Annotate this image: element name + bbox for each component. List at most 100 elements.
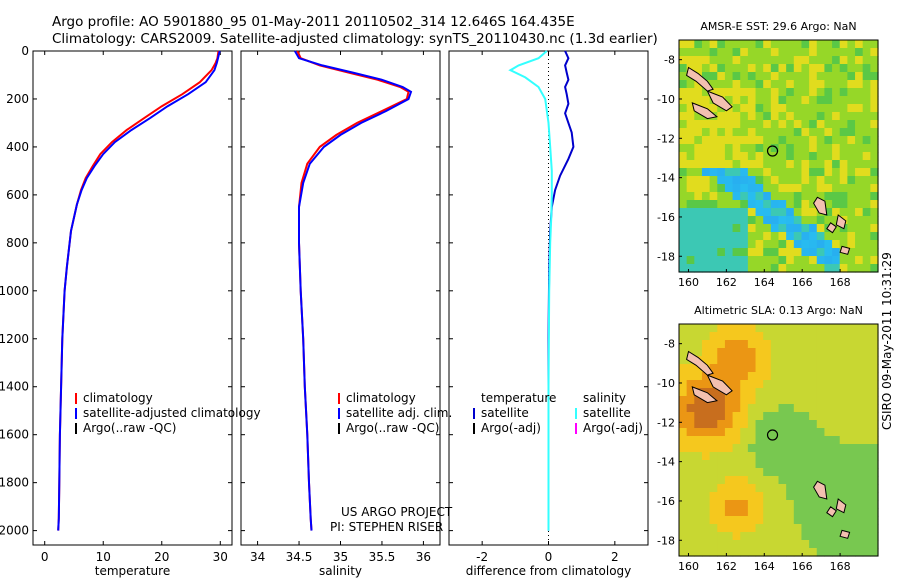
map-cell [778,168,787,177]
map-cell [778,176,787,185]
map-cell [839,356,848,365]
map-cell [816,56,826,65]
map-cell [855,240,864,249]
map-cell [755,484,764,493]
legend-label: climatology [346,391,416,405]
map-cell [686,48,695,57]
map-cell [809,460,818,469]
map-cell [855,404,864,413]
map-cell [694,468,703,477]
map-cell [717,128,726,137]
map-cell [786,88,795,97]
map-cell [747,240,757,249]
map-cell [870,240,879,249]
map-cell [747,356,757,365]
map-cell [847,340,856,349]
map-cell [694,232,703,241]
map-cell [701,340,711,349]
map-cell [816,452,826,461]
map-cell [870,40,879,49]
map-cell [686,64,695,73]
map-title: AMSR-E SST: 29.6 Argo: NaN [700,20,856,33]
map-cell [832,184,841,193]
map-cell [686,396,695,405]
map-cell [793,96,803,105]
map-cell [717,356,726,365]
map-cell [679,200,688,209]
map-cell [755,460,764,469]
map-cell [847,240,856,249]
map-cell [870,452,879,461]
map-cell [824,56,833,65]
map-cell [847,372,856,381]
map-cell [724,264,734,273]
map-cell [862,372,871,381]
map-cell [686,476,695,485]
map-cell [770,332,780,341]
map-cell [701,96,711,105]
map-cell [793,256,803,265]
map-cell [724,224,734,233]
x-axis-label: difference from climatology [466,564,632,578]
map-cell [740,532,749,541]
map-cell [839,40,848,49]
map-cell [847,476,856,485]
map-cell [816,256,826,265]
map-cell [763,532,772,541]
map-cell [770,452,780,461]
map-cell [862,64,871,73]
map-cell [755,144,764,153]
map-cell [801,112,810,121]
map-cell [824,96,833,105]
map-cell [724,324,734,333]
map-cell [832,516,841,525]
map-cell [740,548,749,557]
map-cell [778,208,787,217]
map-cell [763,208,772,217]
map-cell [709,348,718,357]
map-cell [832,40,841,49]
map-cell [786,372,795,381]
map-cell [839,112,848,121]
map-y-tick-label: -18 [657,534,675,547]
map-cell [786,500,795,509]
map-cell [847,388,856,397]
map-cell [778,524,787,533]
map-cell [855,104,864,113]
map-cell [839,56,848,65]
map-cell [724,208,734,217]
map-cell [686,104,695,113]
map-cell [786,388,795,397]
map-cell [732,460,741,469]
map-cell [679,508,688,517]
map-cell [801,356,810,365]
map-cell [717,420,726,429]
map-cell [770,404,780,413]
map-cell [686,144,695,153]
map-cell [717,348,726,357]
map-cell [778,412,787,421]
map-cell [786,412,795,421]
map-cell [747,184,757,193]
map-cell [786,256,795,265]
map-cell [770,500,780,509]
map-cell [793,348,803,357]
map-cell [740,396,749,405]
island-shape [813,196,828,216]
map-cell [694,428,703,437]
map-cell [717,48,726,57]
map-cell [747,128,757,137]
map-cell [786,540,795,549]
map-cell [747,444,757,453]
map-y-tick-label: -18 [657,250,675,263]
map-cell [793,248,803,257]
map-cell [870,500,879,509]
map-cell [778,388,787,397]
map-cell [701,332,711,341]
map-cell [686,324,695,333]
map-cell [870,128,879,137]
map-cell [832,240,841,249]
map-cell [763,96,772,105]
map-cell [701,548,711,557]
